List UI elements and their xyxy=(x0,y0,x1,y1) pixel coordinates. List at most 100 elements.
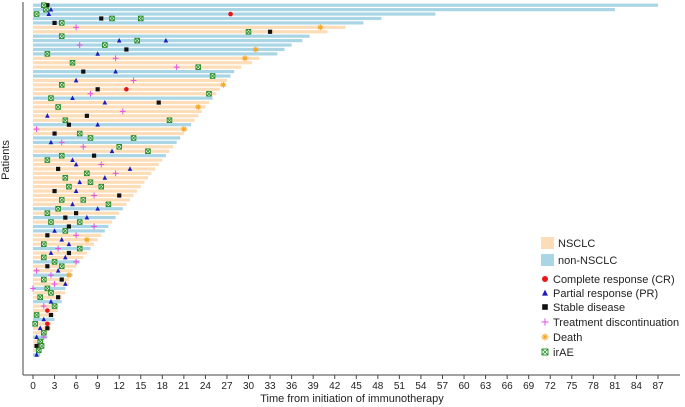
event-td-21 xyxy=(76,42,83,48)
patient-bar-56-non xyxy=(33,246,91,251)
legend-marker-death xyxy=(541,333,549,341)
event-irae-147 xyxy=(37,338,43,345)
x-tick-label-9: 9 xyxy=(95,381,101,392)
x-tick-label-72: 72 xyxy=(545,381,557,392)
event-sd-118 xyxy=(45,264,50,269)
event-irae-19 xyxy=(134,37,140,44)
event-pr-106 xyxy=(59,237,65,242)
x-tick-label-12: 12 xyxy=(114,381,126,392)
x-tick-label-21: 21 xyxy=(178,381,190,392)
event-pr-79 xyxy=(102,175,108,180)
patient-bar-1-non xyxy=(33,3,658,7)
legend-label-sd: Stable disease xyxy=(553,302,625,314)
event-irae-103 xyxy=(62,228,69,234)
x-tick-label-33: 33 xyxy=(265,381,277,392)
x-tick-label-3: 3 xyxy=(52,381,58,392)
patient-bar-3-non xyxy=(33,12,436,16)
event-irae-88 xyxy=(58,197,65,203)
event-irae-124 xyxy=(41,276,47,283)
patient-bar-23-nsclc xyxy=(33,100,210,105)
event-markers xyxy=(30,2,324,357)
event-sd-113 xyxy=(66,250,72,256)
x-tick-label-69: 69 xyxy=(523,381,535,392)
event-sd-15 xyxy=(267,29,273,34)
patient-bar-46-nsclc xyxy=(33,202,127,206)
x-tick-label-84: 84 xyxy=(631,381,643,392)
event-irae-5 xyxy=(33,11,40,17)
x-tick-label-30: 30 xyxy=(243,381,255,392)
patient-bar-26-nsclc xyxy=(33,114,199,118)
event-death-38 xyxy=(220,81,227,88)
event-irae-34 xyxy=(209,73,216,79)
patient-bar-27-nsclc xyxy=(33,118,195,122)
legend-marker-sd xyxy=(542,304,548,310)
legend: NSCLC non-NSCLC Complete response (CR) Part… xyxy=(541,237,679,359)
patient-bar-33-nsclc xyxy=(33,145,174,149)
event-td-120 xyxy=(33,267,40,274)
patient-bar-63-nsclc xyxy=(33,277,69,282)
event-pr-51 xyxy=(45,113,50,118)
patient-bar-12-non xyxy=(33,52,278,56)
patient-bar-58-nsclc xyxy=(33,255,84,260)
event-cr-140 xyxy=(45,321,50,327)
event-irae-53 xyxy=(166,117,173,124)
x-tick-label-54: 54 xyxy=(415,381,427,392)
event-irae-82 xyxy=(66,183,72,190)
x-tick-label-6: 6 xyxy=(73,381,79,392)
event-pr-85 xyxy=(73,188,79,193)
x-tick-label-15: 15 xyxy=(135,381,147,392)
event-irae-52 xyxy=(62,117,69,124)
event-irae-67 xyxy=(145,148,151,154)
event-pr-75 xyxy=(127,166,133,171)
event-sd-105 xyxy=(45,233,50,238)
event-irae-65 xyxy=(116,144,122,150)
patient-bar-19-nsclc xyxy=(33,83,224,87)
x-tick-label-24: 24 xyxy=(200,381,212,392)
x-tick-label-63: 63 xyxy=(480,381,492,392)
event-td-86 xyxy=(91,192,97,199)
event-irae-119 xyxy=(58,263,65,270)
event-irae-2 xyxy=(41,2,47,8)
event-td-110 xyxy=(55,245,62,252)
event-sd-94 xyxy=(74,211,79,216)
x-tick-label-36: 36 xyxy=(286,381,298,392)
patient-bar-35-non xyxy=(33,154,166,158)
event-irae-59 xyxy=(76,130,83,137)
event-sd-138 xyxy=(48,312,54,318)
event-irae-29 xyxy=(69,59,76,66)
legend-label-death: Death xyxy=(553,332,582,344)
patient-bar-60-nsclc xyxy=(33,264,77,268)
event-irae-135 xyxy=(51,303,58,309)
event-pr-71 xyxy=(70,157,75,162)
event-sd-143 xyxy=(45,326,50,331)
event-pr-102 xyxy=(52,228,57,233)
event-pr-3 xyxy=(48,6,54,12)
event-sd-131 xyxy=(56,295,61,300)
event-pr-109 xyxy=(66,241,72,247)
patient-bar-71-nsclc xyxy=(33,313,55,317)
patient-bar-53-nsclc xyxy=(33,233,102,237)
x-tick-label-39: 39 xyxy=(308,381,320,392)
event-td-30 xyxy=(173,64,180,71)
event-pr-133 xyxy=(48,298,54,304)
event-irae-149 xyxy=(38,343,45,349)
event-cr-7 xyxy=(228,11,233,17)
event-irae-9 xyxy=(109,15,115,22)
event-irae-42 xyxy=(206,90,212,97)
x-tick-label-66: 66 xyxy=(502,381,514,392)
patient-bar-5-non xyxy=(33,21,364,25)
event-td-49 xyxy=(119,108,126,115)
patient-bar-44-nsclc xyxy=(33,193,134,198)
patient-bar-74-nsclc xyxy=(33,326,51,330)
patient-bar-11-non xyxy=(33,47,285,52)
event-irae-76 xyxy=(84,170,90,177)
legend-marker-td xyxy=(541,318,549,326)
x-tick-label-48: 48 xyxy=(372,381,384,392)
x-tick-label-87: 87 xyxy=(652,381,664,392)
patient-bar-2-non xyxy=(33,8,615,12)
event-pr-80 xyxy=(77,179,82,185)
event-td-126 xyxy=(51,281,58,287)
patient-bar-28-non xyxy=(33,123,192,127)
event-death-123 xyxy=(66,272,72,279)
